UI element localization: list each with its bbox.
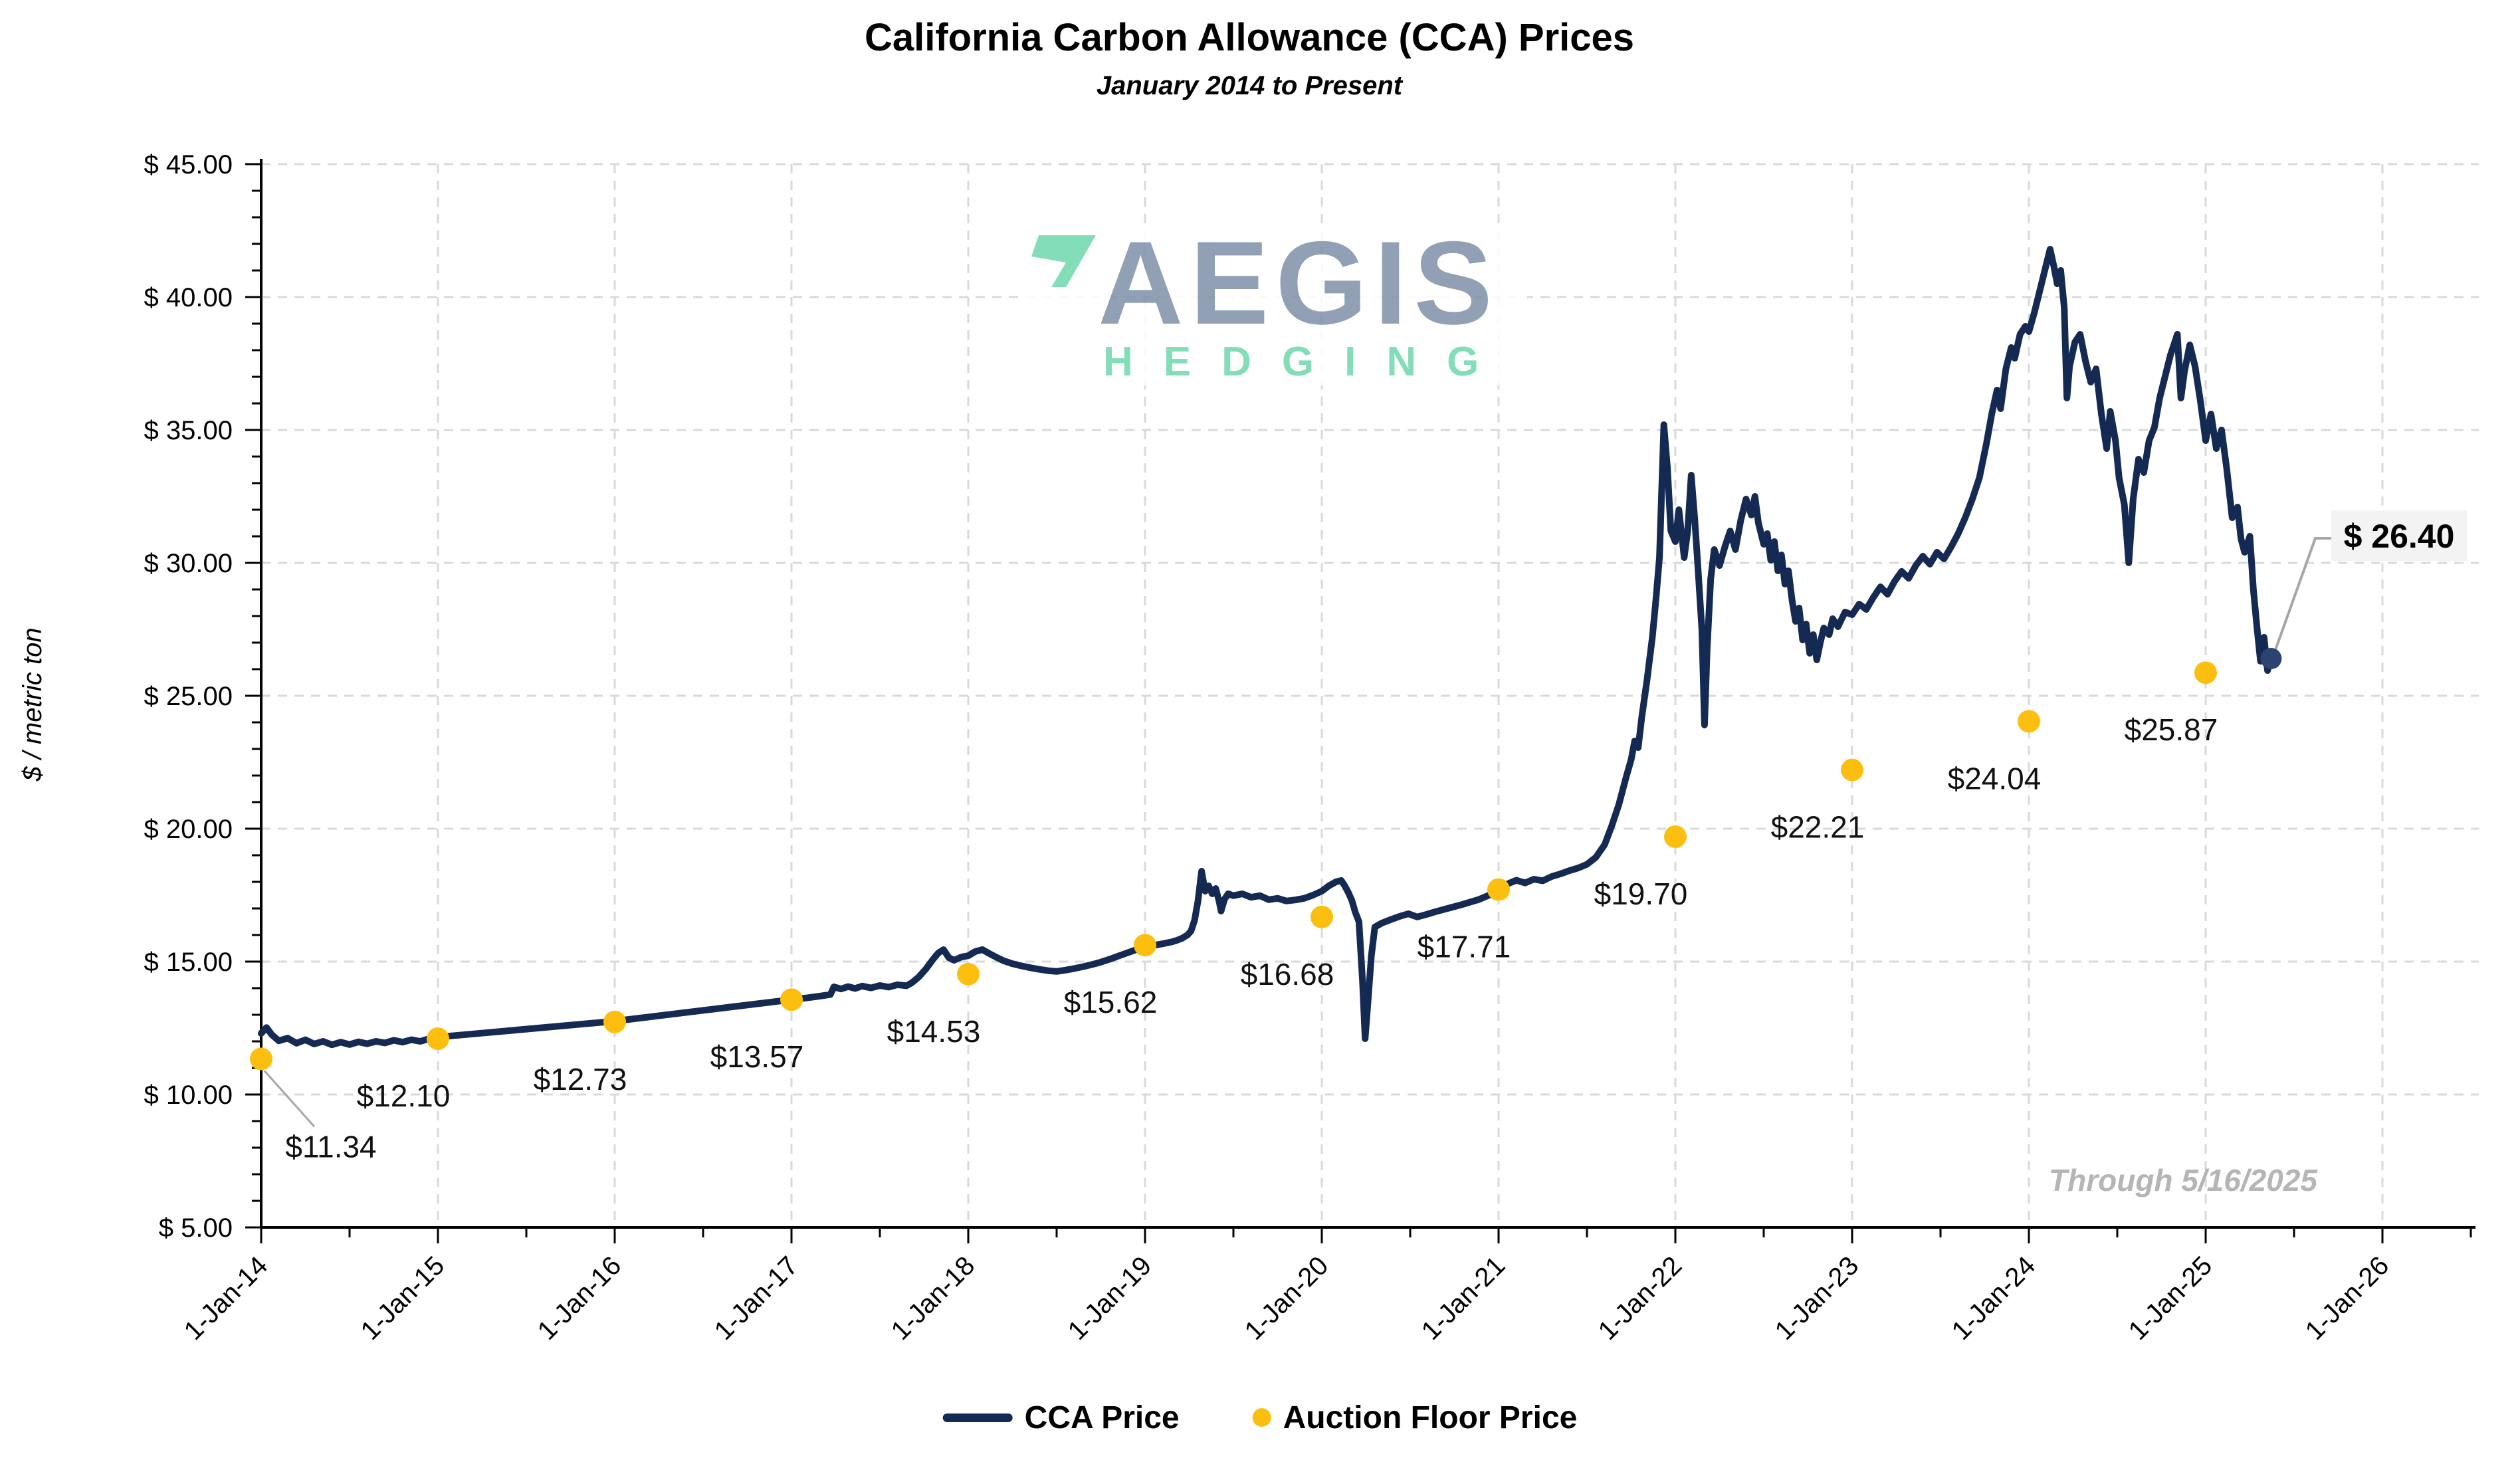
auction-floor-series: $11.34 $12.10 $12.73 $13.57 $14.53 $15.62 $16.…: [250, 661, 2218, 1164]
auction-floor-label: $13.57: [710, 1039, 804, 1074]
auction-floor-label: $15.62: [1064, 985, 1158, 1019]
aegis-hedging-logo: AEGIS HEDGING: [1025, 217, 1527, 385]
x-axis-tick-labels: 1-Jan-14 1-Jan-15 1-Jan-16 1-Jan-17 1-Jan-18…: [179, 1251, 2395, 1346]
auction-floor-dot: [1841, 758, 1863, 782]
auction-floor-dot: [780, 988, 803, 1011]
y-tick-label: $ 25.00: [144, 682, 233, 711]
auction-floor-dot: [1311, 905, 1333, 928]
auction-floor-label: $25.87: [2125, 712, 2218, 747]
auction-floor-label: $14.53: [887, 1014, 981, 1049]
y-tick-label: $ 40.00: [144, 283, 233, 312]
floor-label-leader: [263, 1070, 316, 1128]
legend: CCA Price Auction Floor Price: [942, 1394, 1578, 1441]
x-tick-label: 1-Jan-18: [886, 1251, 981, 1346]
auction-floor-label: $24.04: [1948, 761, 2042, 795]
callout-leader-line: [2272, 537, 2333, 655]
x-tick-label: 1-Jan-19: [1063, 1251, 1158, 1346]
x-tick-label: 1-Jan-21: [1416, 1251, 1511, 1346]
auction-floor-label: $16.68: [1241, 957, 1334, 992]
auction-floor-label: $12.73: [534, 1062, 627, 1097]
logo-wordmark: AEGIS: [1098, 217, 1499, 349]
x-tick-label: 1-Jan-14: [179, 1251, 274, 1346]
auction-floor-dot: [603, 1010, 626, 1033]
gridlines: [261, 163, 2479, 1227]
x-tick-label: 1-Jan-22: [1593, 1251, 1688, 1346]
logo-tagline: HEDGING: [1103, 339, 1509, 385]
logo-swoosh-icon: [1031, 235, 1096, 287]
chart-title: California Carbon Allowance (CCA) Prices: [865, 16, 1634, 59]
auction-floor-dot: [1664, 825, 1687, 848]
y-axis-title: $ / metric ton: [18, 627, 47, 782]
callout-box: [2331, 510, 2467, 561]
x-tick-label: 1-Jan-25: [2123, 1251, 2218, 1346]
x-tick-label: 1-Jan-26: [2300, 1251, 2395, 1346]
current-price-callout: $ 26.40: [2331, 510, 2467, 561]
auction-floor-dot: [1134, 934, 1156, 957]
y-tick-label: $ 5.00: [159, 1213, 233, 1243]
x-tick-label: 1-Jan-24: [1946, 1251, 2042, 1346]
y-tick-label: $ 15.00: [144, 948, 233, 977]
auction-floor-label: $12.10: [357, 1079, 451, 1113]
legend-label-auction-floor: Auction Floor Price: [1283, 1400, 1578, 1435]
x-tick-label: 1-Jan-17: [709, 1251, 804, 1346]
auction-floor-dot: [1487, 878, 1510, 901]
through-date-note: Through 5/16/2025: [2049, 1163, 2318, 1198]
y-tick-label: $ 20.00: [144, 815, 233, 844]
auction-floor-label: $19.70: [1594, 877, 1688, 911]
auction-floor-dot: [427, 1027, 449, 1050]
cca-price-line: [258, 246, 2275, 1049]
auction-floor-dot: [2018, 710, 2040, 733]
chart-subtitle: January 2014 to Present: [1097, 71, 1404, 100]
auction-floor-dot: [2194, 661, 2217, 684]
auction-floor-dot: [250, 1047, 272, 1071]
cca-price-series: [258, 246, 2275, 1049]
x-tick-label: 1-Jan-20: [1239, 1251, 1334, 1346]
auction-floor-label: $17.71: [1418, 930, 1511, 964]
x-tick-label: 1-Jan-23: [1770, 1251, 1865, 1346]
auction-floor-dot: [957, 962, 980, 986]
legend-item-cca-price: CCA Price: [942, 1400, 1180, 1436]
logo-background: [1025, 226, 1527, 385]
y-tick-label: $ 10.00: [144, 1081, 233, 1110]
legend-label-cca-price: CCA Price: [1024, 1400, 1180, 1435]
y-tick-label: $ 45.00: [144, 150, 233, 179]
y-axis-tick-labels: $ 5.00 $ 10.00 $ 15.00 $ 20.00 $ 25.00 $ 30.0…: [144, 150, 233, 1243]
auction-floor-dot-swatch: [1252, 1408, 1271, 1427]
legend-item-auction-floor: Auction Floor Price: [1252, 1400, 1578, 1436]
auction-floor-label: $11.34: [285, 1129, 376, 1164]
last-price-dot: [2260, 648, 2282, 669]
y-tick-label: $ 35.00: [144, 416, 233, 445]
x-tick-label: 1-Jan-16: [532, 1251, 627, 1346]
x-tick-label: 1-Jan-15: [356, 1251, 451, 1346]
auction-floor-label: $22.21: [1771, 810, 1865, 845]
cca-price-line-swatch: [942, 1413, 1013, 1422]
current-price-marker: [2260, 537, 2333, 669]
callout-label: $ 26.40: [2344, 518, 2455, 555]
y-tick-label: $ 30.00: [144, 549, 233, 578]
